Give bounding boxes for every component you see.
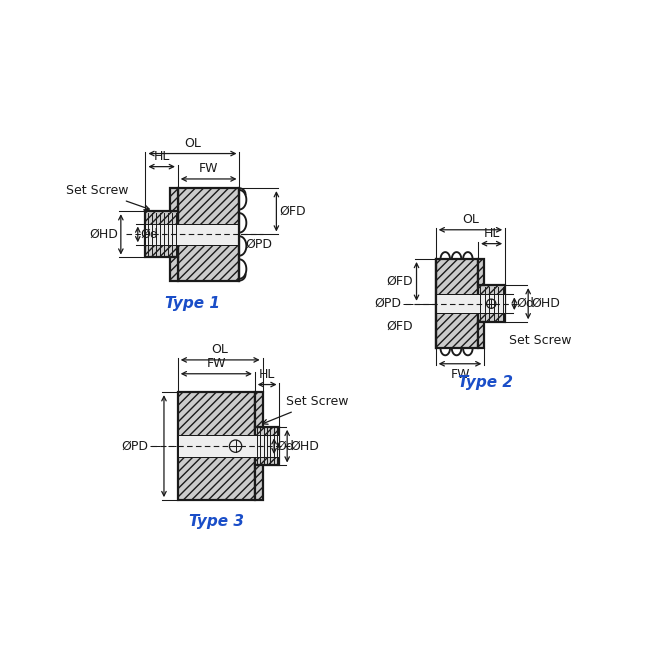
Text: HL: HL [259, 368, 275, 381]
Bar [145, 211, 178, 257]
Bar [478, 285, 505, 322]
Text: Ød: Ød [140, 228, 158, 241]
Bar [255, 392, 263, 427]
Text: Set Screw: Set Screw [509, 334, 572, 347]
Bar [255, 427, 279, 466]
Bar [478, 322, 484, 348]
Text: Ød: Ød [517, 297, 535, 310]
Bar [178, 392, 255, 500]
Bar [170, 188, 178, 211]
Text: Type 1: Type 1 [165, 296, 220, 311]
Bar [170, 257, 178, 281]
Text: FW: FW [199, 162, 218, 175]
Text: ØHD: ØHD [89, 228, 118, 241]
Text: Ød: Ød [277, 440, 294, 453]
Bar [178, 436, 279, 457]
Text: OL: OL [212, 343, 228, 356]
Text: ØHD: ØHD [531, 297, 560, 310]
Text: ØFD: ØFD [279, 205, 306, 218]
Text: ØPD: ØPD [246, 239, 273, 251]
Text: FW: FW [206, 357, 226, 370]
Text: ØFD: ØFD [387, 275, 413, 288]
Bar [145, 224, 239, 245]
Bar [478, 259, 484, 285]
Text: Type 3: Type 3 [189, 514, 244, 529]
Bar [436, 259, 478, 348]
Text: Set Screw: Set Screw [66, 184, 149, 210]
Text: Set Screw: Set Screw [263, 395, 348, 424]
Text: ØPD: ØPD [121, 440, 149, 453]
Text: ØFD: ØFD [386, 320, 413, 332]
Text: ØHD: ØHD [290, 440, 319, 453]
Bar [178, 188, 239, 281]
Text: OL: OL [462, 213, 479, 226]
Text: OL: OL [184, 137, 201, 149]
Text: HL: HL [153, 150, 170, 163]
Text: ØPD: ØPD [374, 297, 401, 310]
Text: Type 2: Type 2 [458, 375, 513, 391]
Bar [436, 294, 505, 313]
Text: HL: HL [484, 226, 500, 240]
Text: FW: FW [450, 368, 470, 381]
Bar [255, 466, 263, 500]
